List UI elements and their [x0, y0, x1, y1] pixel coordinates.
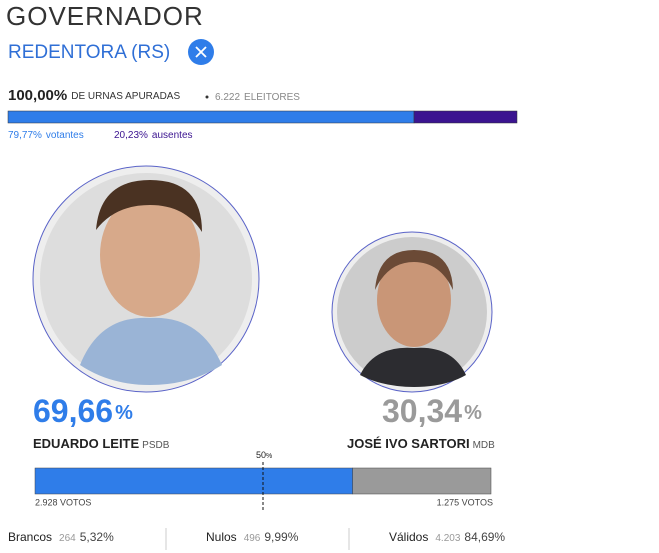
total: Válidos 4.203 84,69%	[389, 530, 505, 544]
votes: 1.275 VOTOS	[437, 497, 493, 507]
total-part: 5,32%	[80, 530, 114, 544]
vote-bar	[34, 467, 353, 495]
total: Nulos 496 9,99%	[206, 530, 299, 544]
legend-absent-part: 20,23%	[114, 130, 148, 141]
total-part: 496	[244, 533, 261, 544]
bar-absent	[413, 110, 518, 124]
total-part: 84,69%	[464, 530, 505, 544]
vote-bar	[352, 467, 492, 495]
legend-present: 79,77% votantes	[8, 130, 84, 141]
legend-absent: 20,23% ausentes	[114, 130, 193, 141]
photo-1	[32, 165, 260, 393]
bar-present	[7, 110, 415, 124]
candidate-name: EDUARDO LEITE PSDB	[33, 436, 170, 451]
share-part: %	[464, 402, 482, 424]
total-part: 4.203	[435, 533, 460, 544]
total: Brancos 264 5,32%	[8, 530, 114, 544]
legend-absent-part: ausentes	[152, 130, 193, 141]
dot	[205, 95, 209, 99]
midline-label-part: %	[266, 453, 272, 460]
voters: 6.222 ELEITORES	[215, 92, 300, 103]
total-part: Válidos	[389, 530, 428, 544]
candidate-name: JOSÉ IVO SARTORI MDB	[347, 436, 495, 451]
voters-part: 6.222	[215, 92, 240, 103]
candidate-name-part: EDUARDO LEITE	[33, 436, 140, 451]
total-part: 9,99%	[264, 530, 298, 544]
counted-part: 100,00%	[8, 87, 67, 104]
legend-present-part: votantes	[46, 130, 84, 141]
candidate-name-part: PSDB	[142, 440, 170, 451]
close-button[interactable]	[188, 39, 214, 65]
total-part: Brancos	[8, 530, 52, 544]
votes: 2.928 VOTOS	[35, 497, 91, 507]
candidate-name-part: MDB	[473, 440, 496, 451]
share-part: %	[115, 402, 133, 424]
midline-label-part: 50	[256, 450, 266, 460]
title: GOVERNADOR	[6, 1, 204, 31]
legend-present-part: 79,77%	[8, 130, 42, 141]
counted: 100,00% DE URNAS APURADAS	[8, 87, 180, 104]
share-part: 30,34	[382, 393, 462, 429]
share-part: 69,66	[33, 393, 113, 429]
voters-part: ELEITORES	[244, 92, 300, 103]
counted-part: DE URNAS APURADAS	[71, 91, 180, 102]
total-part: Nulos	[206, 530, 237, 544]
midline-label: 50%	[256, 450, 272, 460]
location: REDENTORA (RS)	[8, 42, 170, 63]
total-part: 264	[59, 533, 76, 544]
share: 30,34%	[382, 393, 482, 429]
photo-2	[331, 231, 493, 393]
share: 69,66%	[33, 393, 133, 429]
candidate-name-part: JOSÉ IVO SARTORI	[347, 436, 470, 451]
